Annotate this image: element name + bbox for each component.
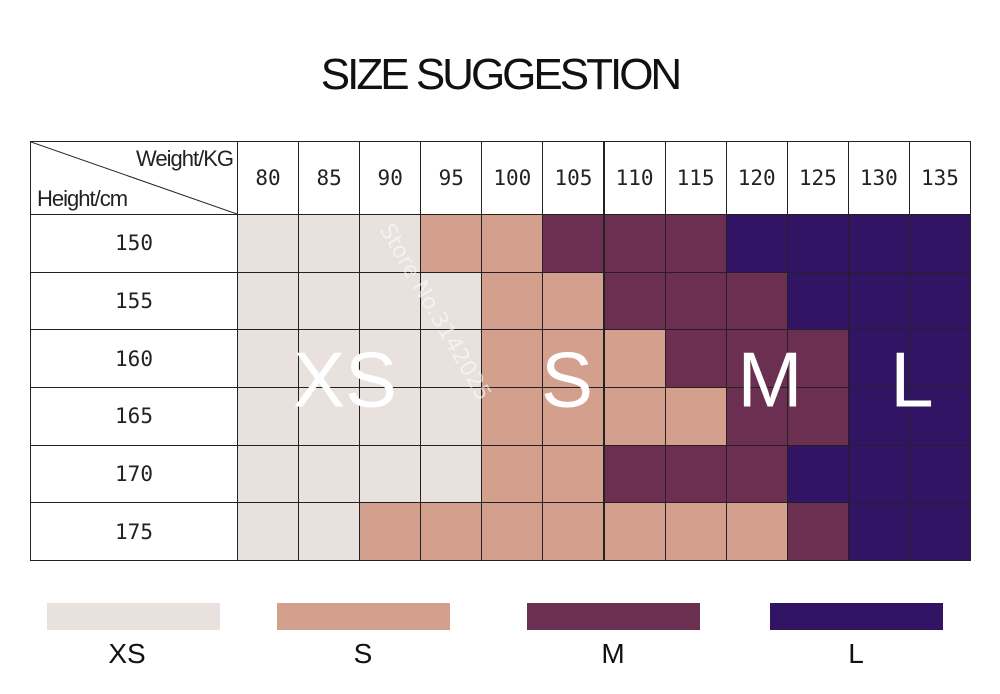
size-cell <box>603 271 666 331</box>
size-cell <box>725 271 788 331</box>
size-cell <box>908 387 971 446</box>
size-cell <box>481 329 544 388</box>
size-cell <box>603 387 666 446</box>
weight-header: 105 <box>542 141 605 215</box>
size-cell <box>908 214 971 273</box>
weight-header: 110 <box>603 141 666 215</box>
size-cell <box>664 444 727 504</box>
size-cell <box>542 502 605 561</box>
weight-axis-label: Weight/KG <box>136 146 234 171</box>
size-cell <box>298 444 361 504</box>
size-cell <box>603 444 666 504</box>
size-cell <box>359 502 422 561</box>
size-cell <box>664 502 727 561</box>
legend-swatch <box>47 603 220 630</box>
size-cell <box>664 329 727 388</box>
weight-header: 85 <box>298 141 361 215</box>
size-cell <box>847 214 910 273</box>
weight-header: 100 <box>481 141 544 215</box>
size-overlay-label: M <box>737 335 803 424</box>
height-header: 175 <box>30 502 238 561</box>
size-cell <box>603 214 666 273</box>
size-cell <box>359 387 422 446</box>
size-cell <box>237 444 300 504</box>
weight-header: 90 <box>359 141 422 215</box>
size-cell <box>725 214 788 273</box>
size-cell <box>847 329 910 388</box>
size-cell <box>725 387 788 446</box>
legend-swatch <box>277 603 450 630</box>
size-cell <box>725 444 788 504</box>
size-cell <box>420 214 483 273</box>
size-cell <box>481 444 544 504</box>
legend-label: S <box>353 638 373 669</box>
size-cell <box>481 502 544 561</box>
height-header: 170 <box>30 444 238 504</box>
size-cell <box>786 329 849 388</box>
size-cell <box>847 387 910 446</box>
size-cell <box>298 214 361 273</box>
size-cell <box>237 329 300 388</box>
size-cell <box>237 502 300 561</box>
size-cell <box>603 502 666 561</box>
size-cell <box>359 444 422 504</box>
size-cell <box>908 444 971 504</box>
size-overlay-label: L <box>890 335 934 424</box>
weight-header: 120 <box>725 141 788 215</box>
size-cell <box>664 214 727 273</box>
size-cell <box>725 502 788 561</box>
size-cell <box>786 214 849 273</box>
title: SIZE SUGGESTION <box>320 50 682 99</box>
height-axis-label: Height/cm <box>37 186 128 211</box>
corner-diagonal <box>31 142 237 214</box>
weight-header: 95 <box>420 141 483 215</box>
size-cell <box>237 387 300 446</box>
size-cell <box>908 271 971 331</box>
weight-header: 130 <box>847 141 910 215</box>
size-cell <box>603 329 666 388</box>
size-cell <box>664 387 727 446</box>
size-cell <box>786 271 849 331</box>
size-overlay-label: S <box>540 335 594 424</box>
size-cell <box>298 502 361 561</box>
legend-label: XS <box>108 638 146 669</box>
size-cell <box>847 502 910 561</box>
corner-cell: Weight/KG Height/cm <box>30 141 238 215</box>
legend-swatch <box>770 603 943 630</box>
size-cell <box>237 271 300 331</box>
weight-header: 135 <box>908 141 971 215</box>
size-cell <box>908 329 971 388</box>
size-cell <box>542 271 605 331</box>
size-cell <box>786 387 849 446</box>
size-cell <box>786 444 849 504</box>
size-cell <box>542 214 605 273</box>
size-cell <box>664 271 727 331</box>
size-cell <box>542 444 605 504</box>
size-cell <box>847 444 910 504</box>
legend-label: L <box>848 638 864 669</box>
size-cell <box>420 502 483 561</box>
size-cell <box>847 271 910 331</box>
height-header: 165 <box>30 387 238 446</box>
height-header: 160 <box>30 329 238 388</box>
size-cell <box>542 387 605 446</box>
legend-label: M <box>601 638 625 669</box>
size-cell <box>420 444 483 504</box>
size-cell <box>359 271 422 331</box>
size-cell <box>298 271 361 331</box>
height-header: 155 <box>30 271 238 331</box>
size-cell <box>786 502 849 561</box>
weight-header: 115 <box>664 141 727 215</box>
size-cell <box>481 214 544 273</box>
weight-header: 80 <box>237 141 300 215</box>
legend-swatch <box>527 603 700 630</box>
size-cell <box>481 387 544 446</box>
size-overlay-label: XS <box>292 335 398 424</box>
size-cell <box>908 502 971 561</box>
size-cell <box>481 271 544 331</box>
size-cell <box>237 214 300 273</box>
height-header: 150 <box>30 214 238 273</box>
weight-header: 125 <box>786 141 849 215</box>
